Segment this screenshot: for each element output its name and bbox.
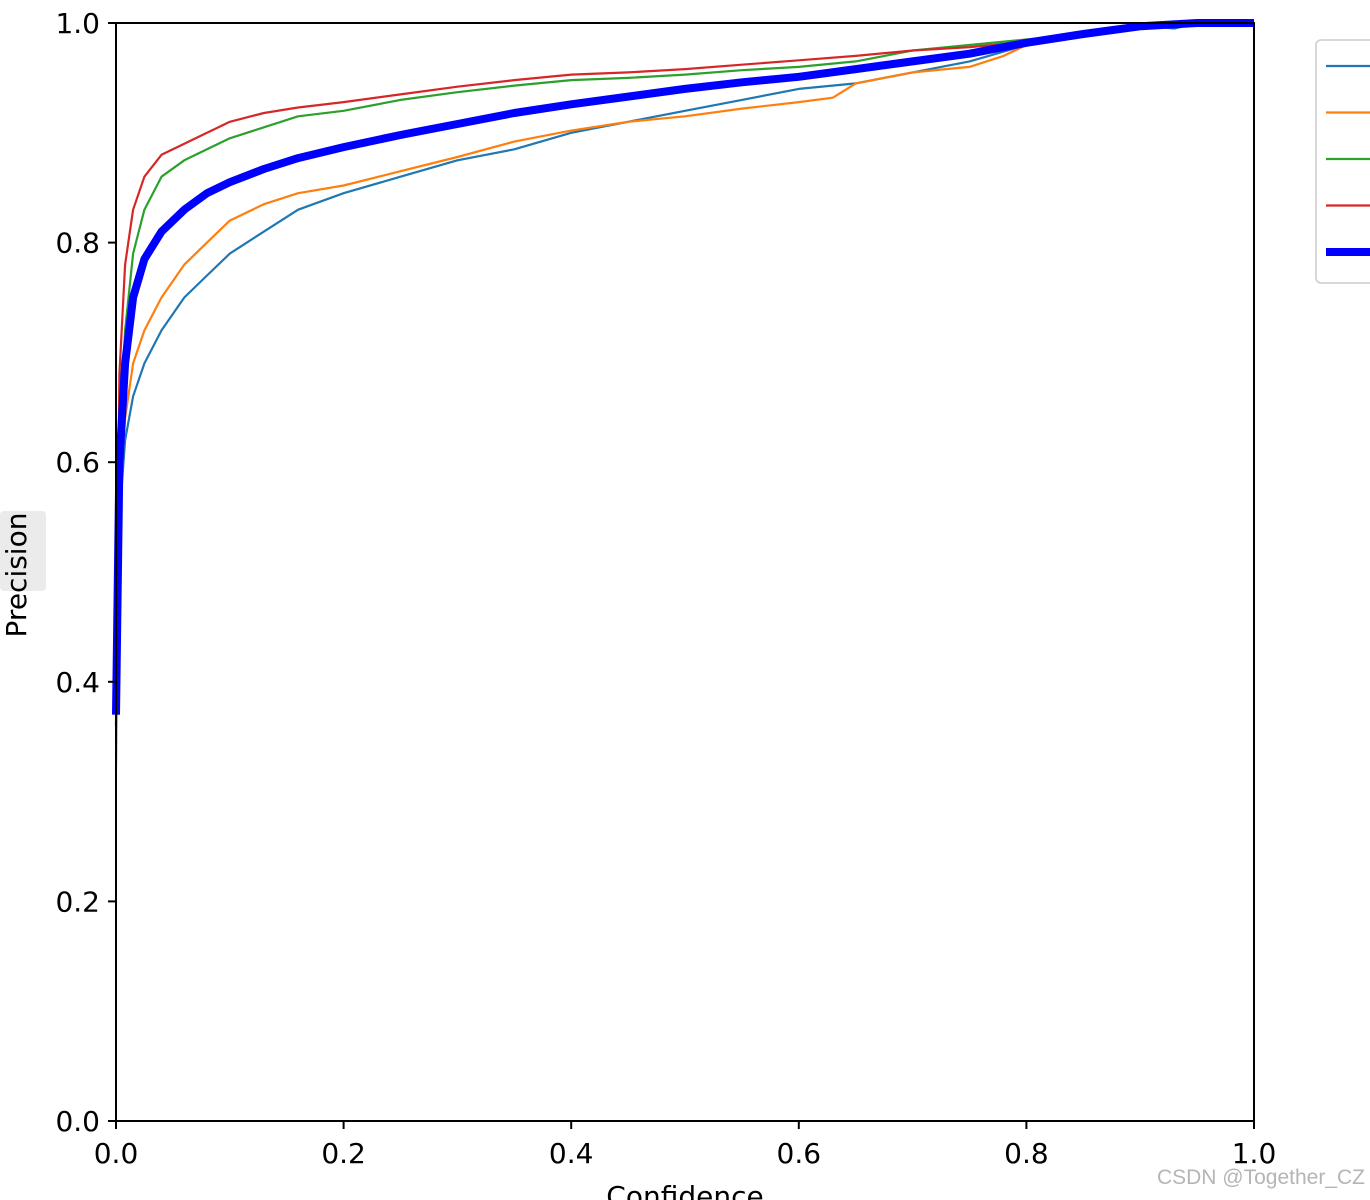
x-tick-label: 0.8 bbox=[1004, 1137, 1049, 1170]
y-tick-label: 0.6 bbox=[55, 446, 100, 479]
plot-frame bbox=[115, 22, 1255, 1122]
x-tick-label: 1.0 bbox=[1232, 1137, 1277, 1170]
y-axis: 0.0 0.2 0.4 0.6 0.8 1.0 bbox=[55, 7, 116, 1138]
y-tick-label: 0.2 bbox=[55, 885, 100, 918]
y-tick-label: 0.8 bbox=[55, 227, 100, 260]
series-line-1 bbox=[114, 21, 1254, 726]
legend bbox=[1315, 39, 1370, 284]
y-axis-title: Precision bbox=[0, 513, 33, 638]
x-tick-label: 0.0 bbox=[94, 1137, 139, 1170]
x-axis: 0.0 0.2 0.4 0.6 0.8 1.0 bbox=[94, 1121, 1277, 1170]
x-tick-label: 0.4 bbox=[549, 1137, 594, 1170]
series-line-2 bbox=[114, 21, 1254, 770]
y-tick-label: 0.0 bbox=[55, 1105, 100, 1138]
legend-box bbox=[1315, 39, 1370, 284]
plot-lines bbox=[112, 19, 1254, 770]
x-axis-title: Confidence bbox=[606, 1180, 763, 1200]
y-axis-title-highlight bbox=[0, 511, 46, 591]
x-tick-label: 0.6 bbox=[777, 1137, 822, 1170]
x-tick-label: 0.2 bbox=[321, 1137, 366, 1170]
y-tick-label: 1.0 bbox=[55, 7, 100, 40]
series-line-4 bbox=[114, 21, 1254, 715]
series-line-3 bbox=[114, 21, 1254, 726]
watermark: CSDN @Together_CZ bbox=[1157, 1166, 1365, 1189]
series-line-5 bbox=[112, 19, 1254, 715]
y-tick-label: 0.4 bbox=[55, 666, 100, 699]
legend-entries bbox=[1326, 64, 1370, 256]
